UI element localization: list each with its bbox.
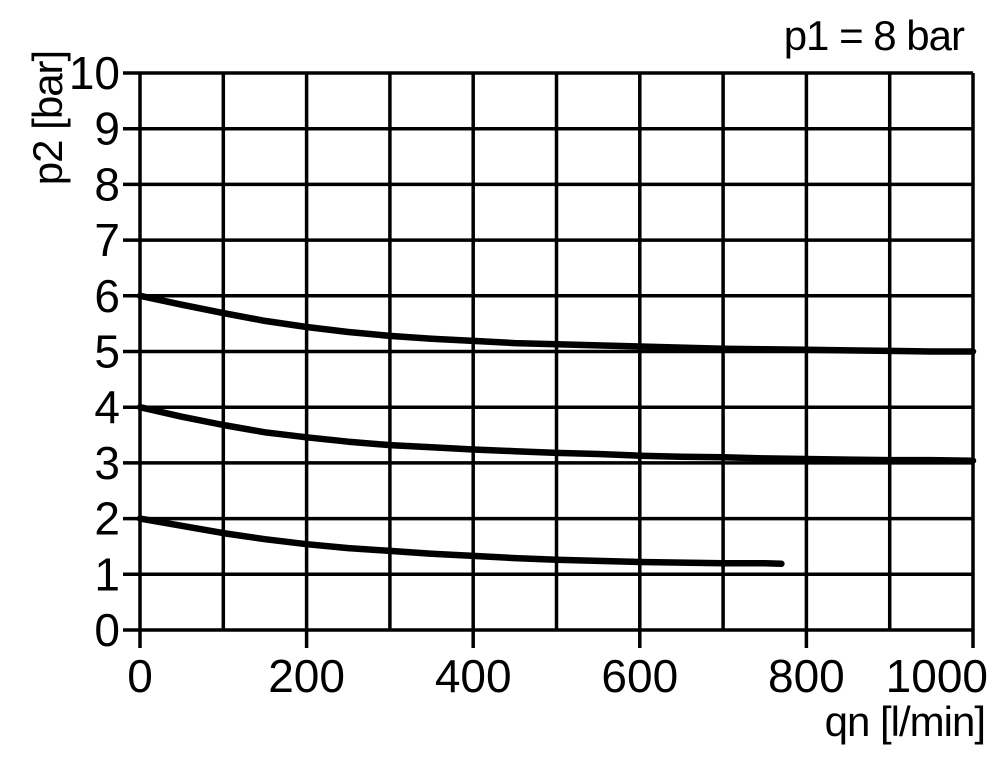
x-axis-tick-label: 200 — [268, 650, 345, 702]
x-axis-tick-label: 1000 — [886, 650, 988, 702]
x-axis-tick-label: 800 — [768, 650, 845, 702]
y-axis-tick-label: 7 — [94, 214, 120, 266]
y-axis-tick-label: 10 — [69, 47, 120, 99]
curve-from-2-bar — [136, 515, 785, 567]
chart-title: p1 = 8 bar — [783, 12, 965, 59]
x-axis-tick-label: 0 — [127, 650, 153, 702]
y-axis-tick-label: 8 — [94, 158, 120, 210]
curve-from-4-bar — [136, 403, 977, 464]
y-axis-label: p2 [bar] — [24, 50, 71, 186]
y-axis-tick-label: 2 — [94, 493, 120, 545]
y-axis-tick-label: 9 — [94, 103, 120, 155]
y-axis-tick-label: 1 — [94, 548, 120, 600]
y-axis-tick-label: 6 — [94, 270, 120, 322]
curve-from-6-bar — [136, 292, 977, 355]
y-axis-tick-label: 0 — [94, 604, 120, 656]
y-axis-tick-label: 5 — [94, 326, 120, 378]
x-axis-tick-label: 600 — [601, 650, 678, 702]
y-axis-tick-label: 3 — [94, 437, 120, 489]
x-axis-tick-label: 400 — [435, 650, 512, 702]
x-axis-label: qn [l/min] — [824, 698, 986, 745]
y-axis-tick-label: 4 — [94, 381, 120, 433]
